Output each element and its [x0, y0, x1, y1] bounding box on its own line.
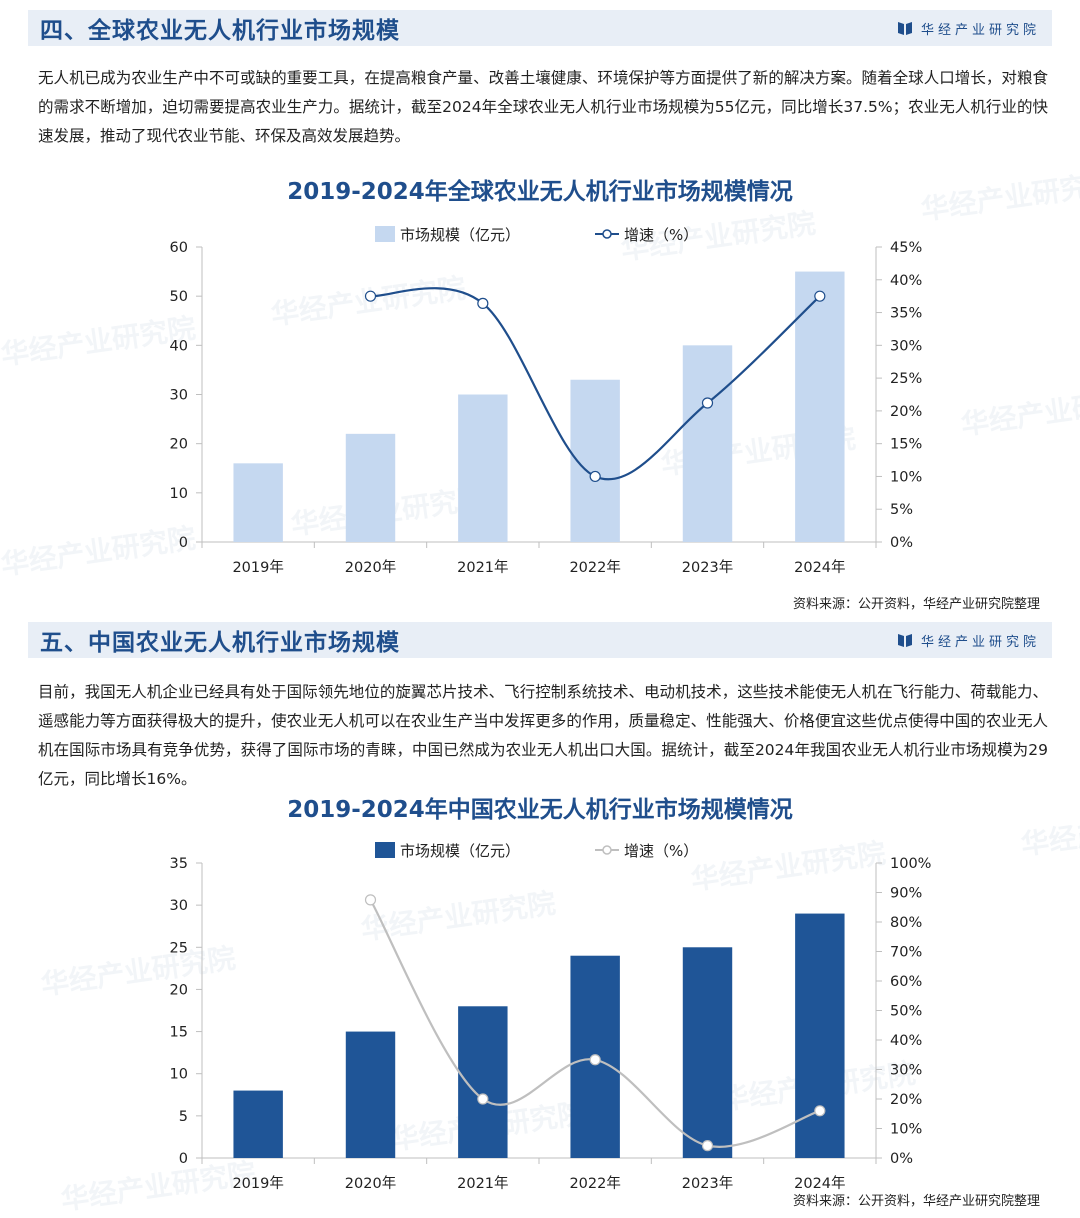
y2-tick-label: 15% — [890, 437, 922, 453]
y-tick-label: 20 — [170, 982, 188, 998]
y-tick-label: 40 — [170, 338, 188, 354]
y2-tick-label: 30% — [890, 338, 922, 354]
growth-point — [364, 894, 377, 906]
growth-point — [589, 470, 601, 483]
source-note-global: 资料来源：公开资料，华经产业研究院整理 — [792, 597, 1040, 612]
y-tick-label: 15 — [170, 1025, 188, 1041]
bar — [458, 394, 508, 542]
legend-swatch-marker — [602, 229, 612, 239]
y-tick-label: 5 — [179, 1109, 188, 1125]
paragraph-china: 目前，我国无人机企业已经具有处于国际领先地位的旋翼芯片技术、飞行控制系统技术、电… — [38, 683, 1048, 788]
brand-icon — [897, 22, 912, 35]
section-title: 四、全球农业无人机行业市场规模 — [40, 18, 400, 44]
paragraph-global: 无人机已成为农业生产中不可或缺的重要工具，在提高粮食产量、改善土壤健康、环境保护… — [38, 69, 1048, 145]
section-header-china: 五、中国农业无人机行业市场规模 华经产业研究院 — [28, 622, 1052, 658]
y-tick-label: 0 — [179, 535, 188, 551]
y-tick-label: 30 — [170, 388, 188, 404]
growth-point — [814, 1105, 826, 1117]
chart-global: 市场规模（亿元） 增速（%） 0 10 20 30 40 50 60 0% 5% 10% 15% 20% 2… — [170, 226, 922, 576]
y2-tick-label: 0% — [890, 535, 913, 551]
source-note-china: 资料来源：公开资料，华经产业研究院整理 — [792, 1194, 1040, 1209]
growth-point — [364, 290, 377, 302]
y2-tick-label: 100% — [890, 856, 931, 872]
y2-tick-label: 80% — [890, 915, 922, 931]
chart-title-global: 2019-2024年全球农业无人机行业市场规模情况 — [287, 179, 793, 205]
y2-tick-label: 20% — [890, 404, 922, 420]
x-tick-label: 2019年 — [232, 1175, 283, 1192]
legend-label-bar: 市场规模（亿元） — [400, 842, 520, 860]
x-tick-label: 2021年 — [457, 1175, 508, 1192]
x-tick-label: 2022年 — [569, 559, 620, 576]
chart-legend: 市场规模（亿元） 增速（%） — [375, 842, 698, 860]
bar — [795, 913, 845, 1158]
section-header-global: 四、全球农业无人机行业市场规模 华经产业研究院 — [28, 10, 1052, 46]
chart-title-china: 2019-2024年中国农业无人机行业市场规模情况 — [287, 797, 793, 823]
growth-point — [477, 1093, 489, 1105]
growth-point — [589, 1054, 601, 1066]
brand-logo: 华经产业研究院 — [897, 19, 1040, 38]
y-tick-label: 30 — [170, 898, 188, 914]
x-tick-label: 2021年 — [457, 559, 508, 576]
x-tick-label: 2020年 — [345, 1175, 396, 1192]
x-tick-label: 2024年 — [794, 1175, 845, 1192]
x-tick-label: 2024年 — [794, 559, 845, 576]
brand-name: 华经产业研究院 — [920, 22, 1040, 38]
y2-tick-label: 25% — [890, 371, 922, 387]
legend-label-line: 增速（%） — [624, 226, 698, 244]
chart-legend: 市场规模（亿元） 增速（%） — [375, 226, 698, 244]
brand-icon — [897, 634, 912, 647]
y2-tick-label: 50% — [890, 1004, 922, 1020]
legend-swatch-marker — [602, 845, 612, 855]
x-tick-label: 2023年 — [682, 559, 733, 576]
x-tick-label: 2022年 — [569, 1175, 620, 1192]
y2-tick-label: 70% — [890, 945, 922, 961]
growth-point — [701, 397, 714, 409]
growth-line — [369, 899, 821, 1148]
bar — [233, 1090, 283, 1158]
bar — [682, 345, 733, 542]
y-tick-label: 60 — [170, 240, 188, 256]
growth-point — [477, 297, 489, 309]
legend-swatch-bar — [375, 226, 395, 242]
bar — [795, 271, 845, 542]
y-tick-label: 20 — [170, 437, 188, 453]
legend-swatch-bar — [375, 842, 395, 858]
y-tick-label: 10 — [170, 1067, 188, 1083]
y2-tick-label: 40% — [890, 1033, 922, 1049]
section-title: 五、中国农业无人机行业市场规模 — [40, 630, 400, 656]
y-tick-label: 25 — [170, 940, 188, 956]
y2-tick-label: 30% — [890, 1063, 922, 1079]
brand-name: 华经产业研究院 — [920, 634, 1040, 650]
y2-tick-label: 0% — [890, 1151, 913, 1167]
y2-tick-label: 40% — [890, 273, 922, 289]
bar — [233, 463, 283, 542]
legend-label-line: 增速（%） — [624, 842, 698, 860]
y2-tick-label: 45% — [890, 240, 922, 256]
y2-tick-label: 10% — [890, 469, 922, 485]
bar — [570, 379, 620, 542]
y2-tick-label: 35% — [890, 306, 922, 322]
y-tick-label: 50 — [170, 289, 188, 305]
y2-tick-label: 10% — [890, 1122, 922, 1138]
y2-tick-label: 60% — [890, 974, 922, 990]
bar — [682, 947, 733, 1158]
bar — [345, 1031, 396, 1158]
growth-point — [814, 290, 826, 302]
legend-label-bar: 市场规模（亿元） — [400, 226, 520, 244]
y2-tick-label: 90% — [890, 886, 922, 902]
chart-china: 市场规模（亿元） 增速（%） 0 5 10 15 20 25 30 35 0% 10% 20% 30% 40… — [170, 842, 931, 1192]
y2-tick-label: 5% — [890, 502, 913, 518]
y-tick-label: 35 — [170, 856, 188, 872]
y2-tick-label: 20% — [890, 1092, 922, 1108]
y-tick-label: 10 — [170, 486, 188, 502]
growth-point — [701, 1140, 714, 1152]
bar — [345, 433, 396, 542]
x-tick-label: 2020年 — [345, 559, 396, 576]
brand-logo: 华经产业研究院 — [897, 631, 1040, 650]
y-tick-label: 0 — [179, 1151, 188, 1167]
x-tick-label: 2019年 — [232, 559, 283, 576]
x-tick-label: 2023年 — [682, 1175, 733, 1192]
